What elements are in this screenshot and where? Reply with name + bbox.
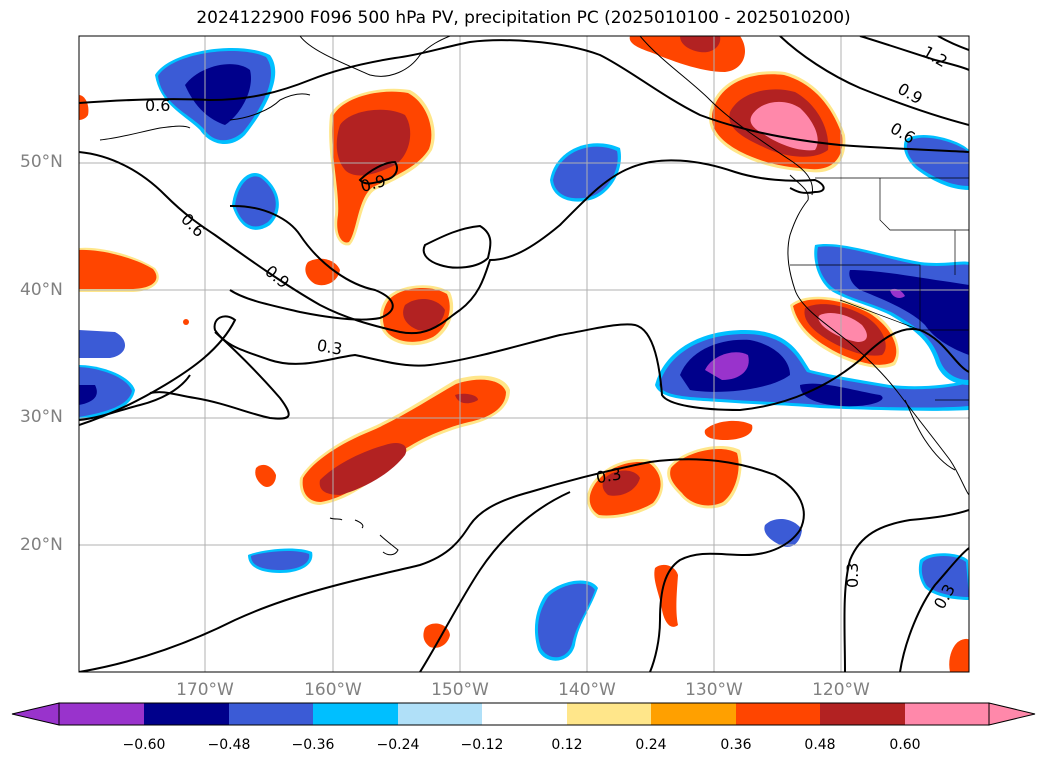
coastlines — [99, 36, 969, 556]
positive-anomaly-mid-pacific — [379, 285, 454, 346]
lon-label-160w: 160°W — [304, 680, 362, 700]
graticule — [79, 36, 969, 672]
lat-label-20n: 20°N — [20, 535, 63, 555]
positive-anomaly-ne-pacific — [586, 420, 753, 519]
colorbar-swatch — [905, 703, 989, 725]
colorbar-swatch — [820, 703, 905, 725]
colorbar-swatch — [482, 703, 567, 725]
lon-label-140w: 140°W — [558, 680, 616, 700]
colorbar-tick-label: 0.12 — [551, 737, 583, 753]
colorbar — [11, 702, 1036, 726]
negative-anomaly-gulf — [550, 143, 621, 202]
colorbar-tick-label: 0.36 — [720, 737, 752, 753]
colorbar-swatch — [736, 703, 820, 725]
colorbar-tick-label: −0.24 — [376, 737, 420, 753]
contour-label: 1.2 — [919, 42, 951, 71]
contour-label: 0.6 — [177, 209, 208, 240]
colorbar-swatch — [567, 703, 651, 725]
colorbar-tick-label: −0.60 — [122, 737, 166, 753]
lon-label-130w: 130°W — [685, 680, 743, 700]
precipitation-field — [79, 36, 969, 672]
colorbar-swatch — [229, 703, 313, 725]
positive-anomaly-subtropical-band — [299, 375, 510, 505]
negative-anomaly-w — [232, 173, 279, 230]
map-frame — [78, 35, 970, 673]
colorbar-tick-label: 0.48 — [804, 737, 836, 753]
lon-label-120w: 120°W — [812, 680, 870, 700]
positive-anomaly-bc-coast — [709, 71, 846, 173]
colorbar-extend-low — [11, 702, 60, 726]
colorbar-tick-label: −0.12 — [460, 737, 504, 753]
positive-anomaly-nw-pacific — [329, 88, 435, 246]
lat-label-30n: 30°N — [20, 407, 63, 427]
lon-label-170w: 170°W — [176, 680, 234, 700]
colorbar-tick-label: 0.24 — [635, 737, 667, 753]
negative-anomaly-california — [655, 330, 969, 411]
colorbar-extend-high — [988, 702, 1036, 726]
contour-label: 0.3 — [315, 336, 343, 359]
colorbar-tick-label: 0.60 — [889, 737, 921, 753]
contour-label: 0.3 — [595, 464, 623, 487]
negative-anomaly-great-basin — [814, 243, 969, 385]
pv-contours — [79, 36, 969, 672]
colorbar-swatch — [59, 703, 144, 725]
colorbar-swatch — [398, 703, 482, 725]
map-title: 2024122900 F096 500 hPa PV, precipitatio… — [196, 8, 851, 28]
colorbar-tick-label: −0.36 — [291, 737, 335, 753]
map-panel: 0.6 0.6 0.9 0.3 0.9 0.3 1.2 0.9 0.6 0.3 … — [78, 35, 970, 673]
contour-label: 0.6 — [145, 96, 170, 115]
colorbar-swatch — [313, 703, 398, 725]
lat-label-50n: 50°N — [20, 152, 63, 172]
colorbar-swatch — [651, 703, 736, 725]
lon-label-150w: 150°W — [431, 680, 489, 700]
contour-label: 0.3 — [843, 563, 862, 588]
colorbar-frame — [58, 702, 990, 726]
colorbar-tick-label: −0.48 — [207, 737, 251, 753]
contour-label: 0.9 — [261, 261, 293, 292]
lat-label-40n: 40°N — [20, 280, 63, 300]
colorbar-swatch — [144, 703, 229, 725]
